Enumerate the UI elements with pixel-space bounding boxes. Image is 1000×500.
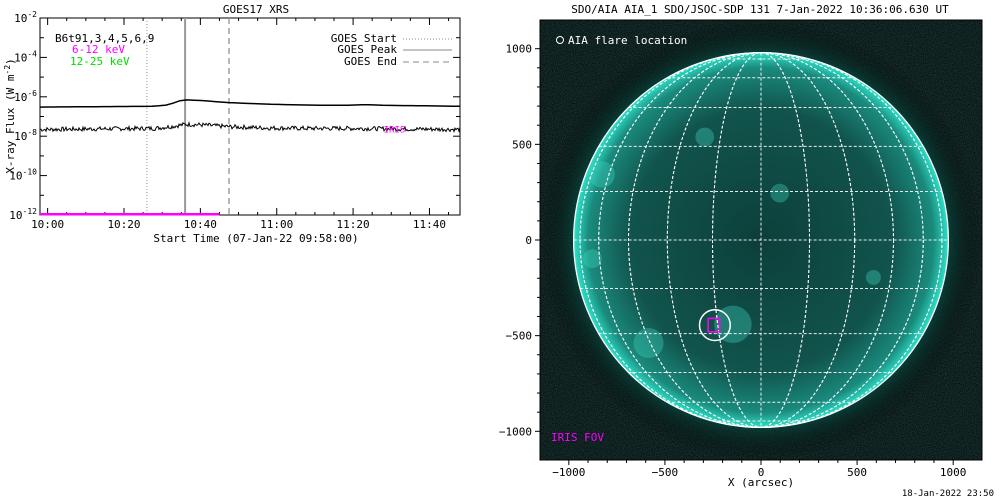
aia-legend-marker — [556, 36, 564, 44]
active-region — [633, 328, 664, 359]
iris-fov-box — [707, 317, 721, 333]
aia-y-tick-label: −500 — [506, 330, 533, 343]
goes-y-tick-label: 10-4 — [14, 49, 37, 64]
goes-series-line-1 — [39, 120, 461, 133]
goes-y-tick-label: 10-6 — [14, 89, 37, 104]
goes-x-tick-label: 10:00 — [31, 218, 64, 231]
aia-y-tick-label: 1000 — [506, 43, 533, 56]
goes-y-tick-label: 10-8 — [14, 128, 37, 143]
aia-x-tick-label: −500 — [652, 466, 679, 479]
goes-x-tick-label: 11:20 — [337, 218, 370, 231]
goes-series: IRIS — [39, 99, 461, 216]
aia-ticks: −1000 −500 0 500 1000 −1000 −500 0 500 1000 — [499, 43, 967, 479]
active-region — [588, 161, 615, 188]
aia-flare-location-marker — [698, 309, 732, 342]
goes-iris-annotation: IRIS — [384, 125, 406, 135]
footer-timestamp: 18-Jan-2022 23:50 — [902, 489, 994, 499]
iris-fov-label: IRIS FOV — [551, 431, 604, 444]
goes-event-markers — [146, 18, 230, 215]
aia-x-axis-label: X (arcsec) — [728, 476, 794, 489]
goes-bad-satellite-label: B6t91,3,4,5,6,9 — [55, 32, 154, 45]
goes-y-tick-label: 10-10 — [9, 168, 37, 183]
goes-series-line-0 — [39, 99, 461, 108]
goes-xrs-chart: GOES17 XRS 10-12 10-10 10-8 10-6 10-4 10-2 10:… — [3, 3, 461, 245]
aia-x-tick-label: 0 — [758, 466, 765, 479]
solar-limb — [572, 51, 950, 429]
active-region — [582, 249, 602, 269]
goes-channel-label-high: 12-25 keV — [70, 55, 130, 68]
active-region — [770, 183, 790, 203]
goes-channel-label-low: 6-12 keV — [72, 43, 125, 56]
aia-chart-title: SDO/AIA AIA_1 SDO/JSOC-SDP 131 7-Jan-202… — [571, 3, 949, 16]
goes-legend-peak-label: GOES Peak — [337, 43, 397, 56]
goes-y-axis-label: X-ray Flux (W m-2) — [3, 58, 17, 174]
aia-legend-label: AIA flare location — [568, 34, 687, 47]
goes-legend: GOES Start GOES Peak GOES End — [331, 32, 452, 68]
longitude-line — [598, 52, 924, 428]
goes-x-tick-label: 11:00 — [260, 218, 293, 231]
goes-x-tick-label: 10:40 — [184, 218, 217, 231]
goes-chart-title: GOES17 XRS — [223, 3, 289, 16]
goes-legend-end-label: GOES End — [344, 55, 397, 68]
goes-ticks: 10-12 10-10 10-8 10-6 10-4 10-2 10:00 10:20 10:4… — [9, 10, 460, 231]
goes-y-tick-label: 10-2 — [14, 10, 37, 25]
aia-x-tick-label: 500 — [847, 466, 867, 479]
aia-y-tick-label: 0 — [525, 234, 532, 247]
goes-y-tick-label: 10-12 — [9, 207, 37, 222]
goes-legend-start-label: GOES Start — [331, 32, 397, 45]
active-regions — [582, 127, 881, 359]
aia-image-area: AIA flare location IRIS FOV — [540, 20, 982, 460]
active-region — [695, 127, 715, 147]
goes-x-tick-label: 10:20 — [107, 218, 140, 231]
aia-x-tick-label: 1000 — [940, 466, 967, 479]
aia-y-tick-label: −1000 — [499, 425, 532, 438]
goes-x-tick-label: 11:40 — [413, 218, 446, 231]
goes-x-axis-label: Start Time (07-Jan-22 09:58:00) — [153, 232, 358, 245]
aia-y-tick-label: 500 — [512, 138, 532, 151]
active-region — [714, 305, 752, 344]
aia-solar-image: SDO/AIA AIA_1 SDO/JSOC-SDP 131 7-Jan-202… — [499, 3, 983, 489]
aia-x-tick-label: −1000 — [552, 466, 585, 479]
active-region — [865, 269, 881, 285]
